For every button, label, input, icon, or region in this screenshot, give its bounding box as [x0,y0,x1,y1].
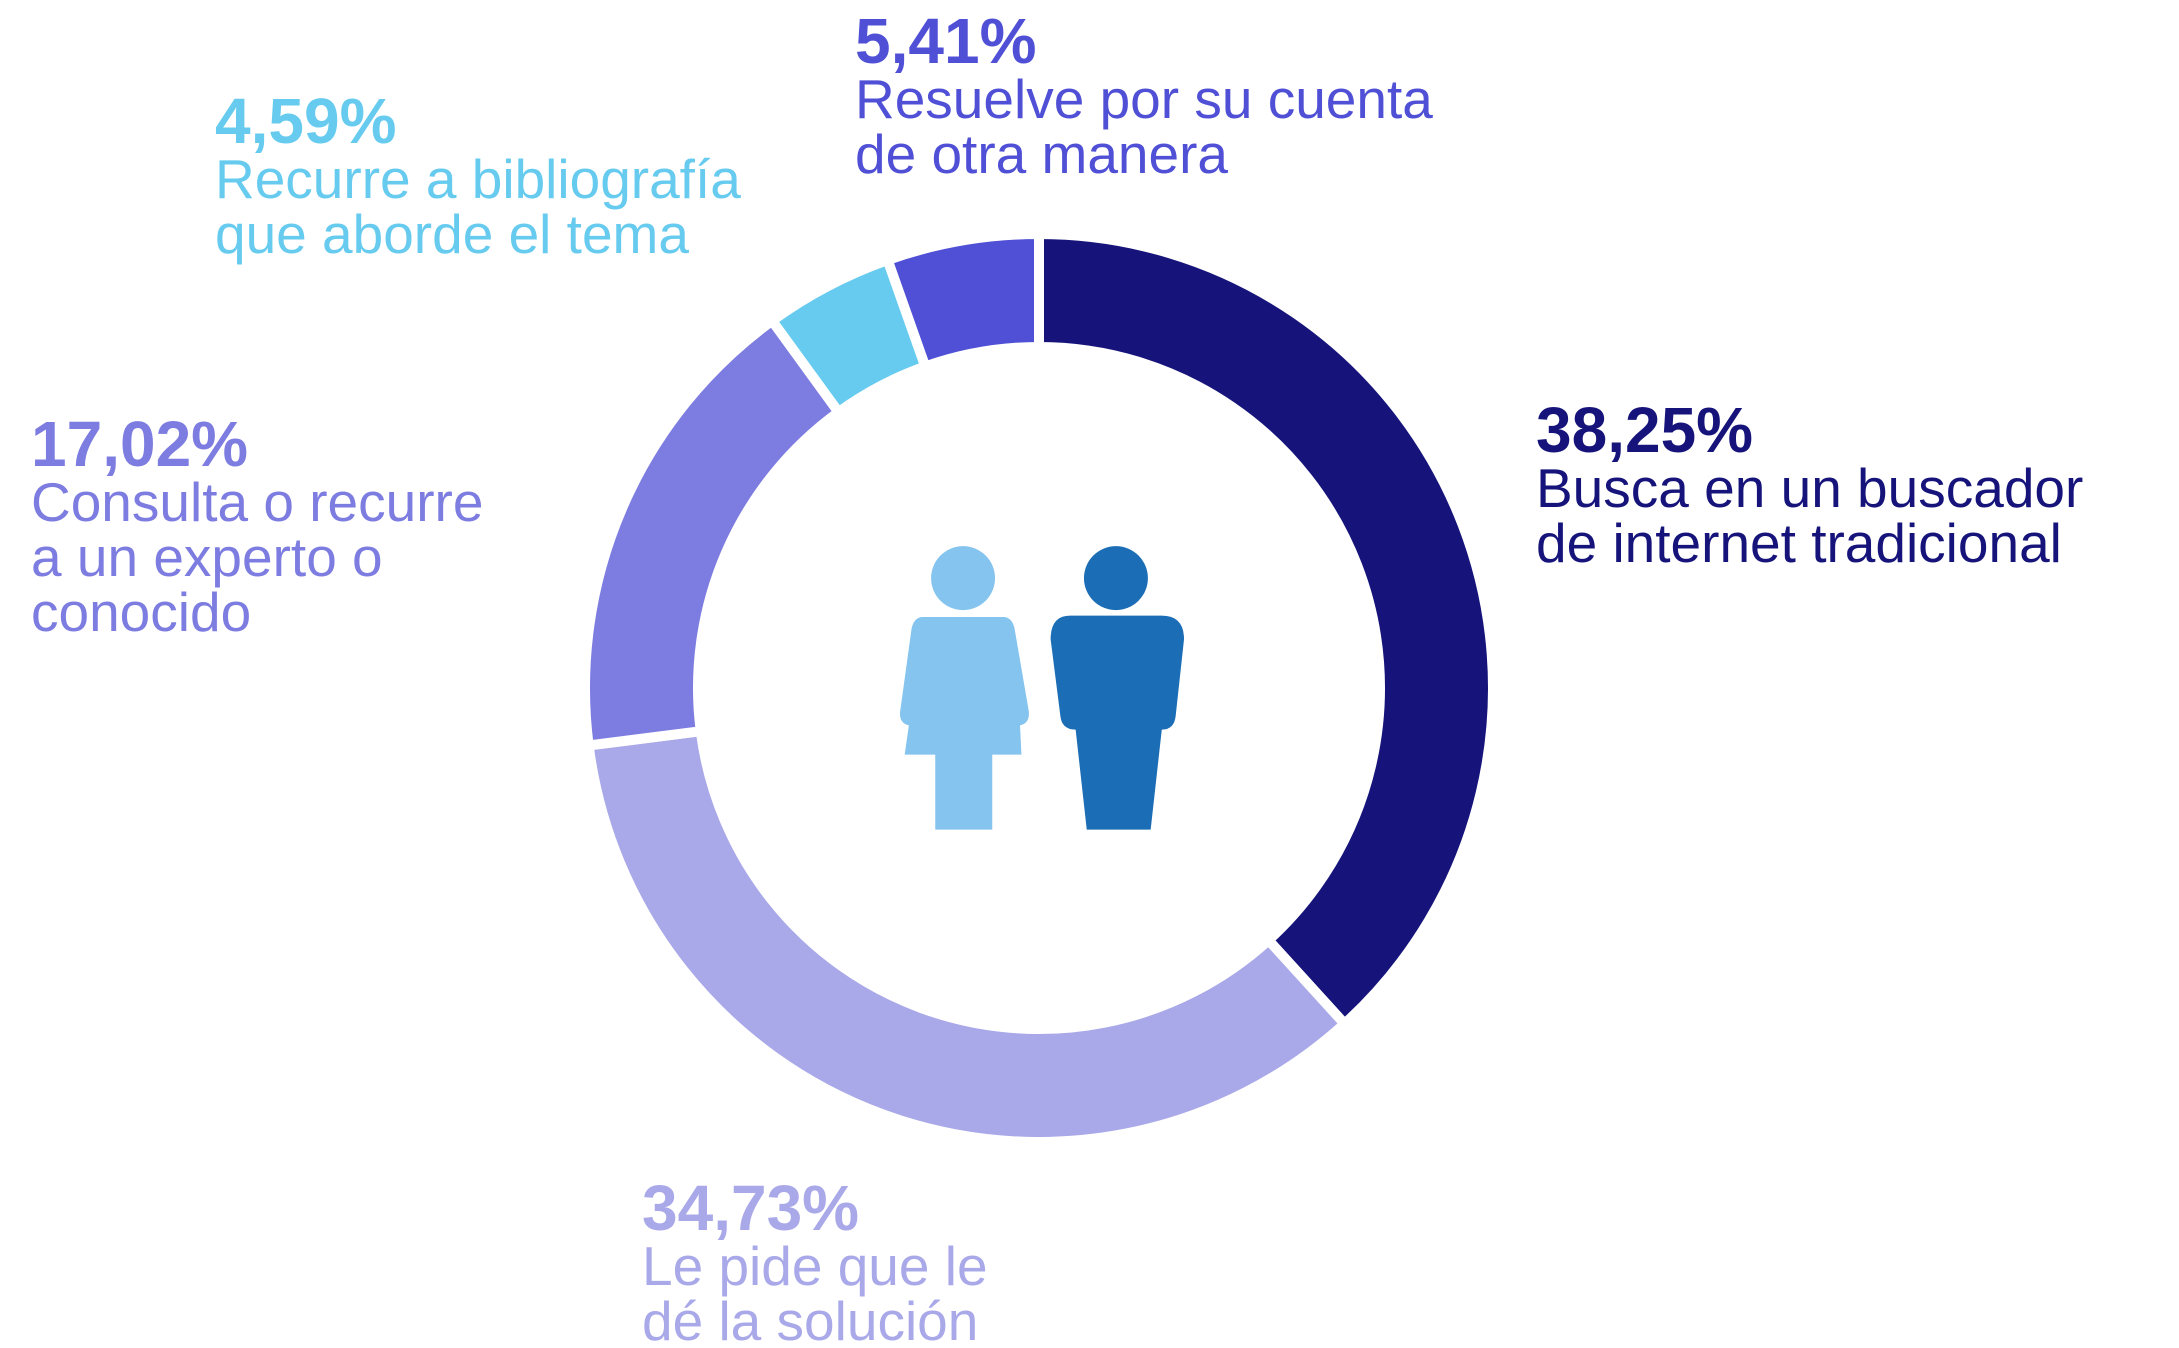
category-label: Recurre a bibliografía [215,148,741,210]
category-label: Resuelve por su cuenta [855,68,1433,130]
category-label: de otra manera [855,123,1228,185]
category-label: Busca en un buscador [1536,457,2083,519]
donut-segment [580,313,846,752]
man-head [1083,546,1148,611]
category-label: a un experto o [31,526,383,588]
donut-segment [881,228,1044,373]
donut-segment [583,725,1352,1147]
donut-segment [1034,228,1498,1031]
woman-body [899,617,1029,830]
value-label: 5,41% [855,5,1036,77]
category-label: que aborde el tema [215,203,689,265]
category-label: dé la solución [642,1290,978,1348]
category-label: Le pide que le [642,1235,988,1297]
value-label: 17,02% [31,408,248,480]
category-label: de internet tradicional [1536,512,2062,574]
value-label: 38,25% [1536,394,1753,466]
man-body [1050,615,1185,830]
value-label: 4,59% [215,85,396,157]
category-label: Consulta o recurre [31,471,483,533]
category-label: conocido [31,581,251,643]
woman-head [931,546,996,611]
people-icon [899,546,1185,830]
value-label: 34,73% [642,1172,859,1244]
